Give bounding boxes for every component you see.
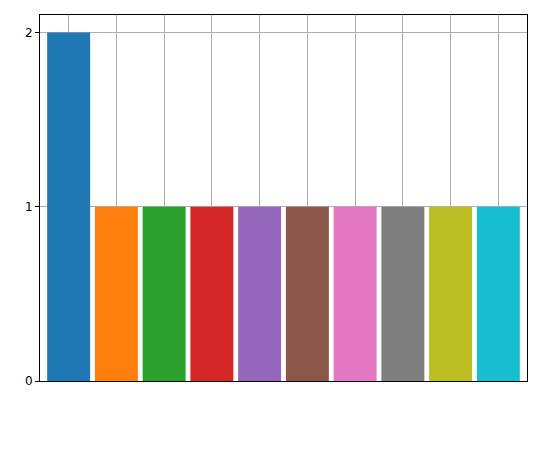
svg-text:1: 1 (25, 200, 33, 214)
svg-text:0: 0 (25, 374, 33, 388)
svg-text:2: 2 (25, 26, 33, 40)
